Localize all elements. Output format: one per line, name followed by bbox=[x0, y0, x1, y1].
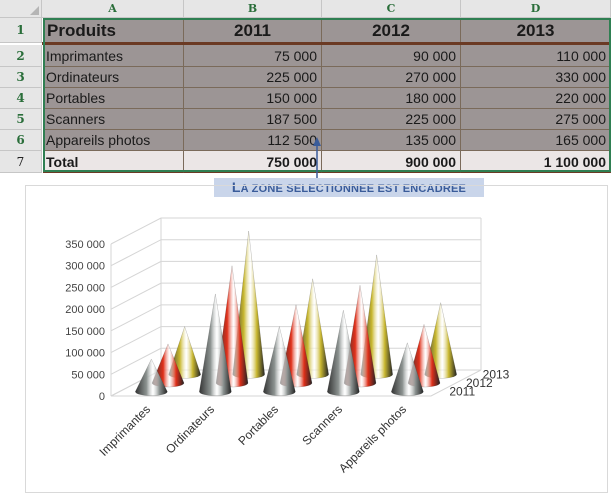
cell-b7[interactable]: 750 000 bbox=[184, 151, 322, 173]
selection-callout: LA ZONE SELECTIONNEE EST ENCADREE bbox=[214, 178, 484, 197]
x-tick-label: Imprimantes bbox=[97, 402, 154, 459]
cell-a3[interactable]: Ordinateurs bbox=[43, 67, 184, 88]
cell-c2[interactable]: 90 000 bbox=[322, 45, 461, 67]
cell-a6[interactable]: Appareils photos bbox=[43, 130, 184, 151]
cell-b4[interactable]: 150 000 bbox=[184, 88, 322, 109]
y-tick-label: 200 000 bbox=[65, 304, 105, 316]
row-header-6[interactable]: 6 bbox=[0, 130, 42, 151]
select-all-corner[interactable] bbox=[0, 0, 42, 18]
cone-appareils-photos-2011 bbox=[391, 342, 424, 396]
row-header-1[interactable]: 1 bbox=[0, 18, 42, 43]
depth-tick-label: 2013 bbox=[483, 367, 510, 381]
cell-a2[interactable]: Imprimantes bbox=[43, 45, 184, 67]
cell-d2[interactable]: 110 000 bbox=[461, 45, 611, 67]
y-tick-label: 350 000 bbox=[65, 239, 105, 251]
spreadsheet: A B C D 1 2 3 4 5 6 7 Produits 2011 2012… bbox=[0, 0, 611, 178]
y-tick-label: 250 000 bbox=[65, 282, 105, 294]
cell-b5[interactable]: 187 500 bbox=[184, 109, 322, 130]
callout-arrow-icon bbox=[313, 137, 321, 178]
cone-scanners-2011 bbox=[327, 310, 360, 396]
cell-c5[interactable]: 225 000 bbox=[322, 109, 461, 130]
callout-text: A ZONE SELECTIONNEE EST ENCADREE bbox=[240, 183, 467, 195]
x-tick-label: Ordinateurs bbox=[163, 402, 217, 456]
cone-portables-2011 bbox=[263, 326, 296, 396]
depth-tick-label: 2011 bbox=[449, 385, 475, 399]
cone-ordinateurs-2011 bbox=[199, 293, 232, 396]
column-header-b[interactable]: B bbox=[184, 0, 322, 18]
cone-imprimantes-2011 bbox=[135, 358, 168, 396]
cone-chart: 0 50 000 100 000 150 000 200 000 250 000 300 0… bbox=[65, 217, 510, 475]
x-tick-label: Portables bbox=[235, 402, 281, 448]
cell-a1[interactable]: Produits bbox=[43, 18, 184, 43]
cell-c7[interactable]: 900 000 bbox=[322, 151, 461, 173]
cell-d1[interactable]: 2013 bbox=[461, 18, 611, 43]
cell-d5[interactable]: 275 000 bbox=[461, 109, 611, 130]
chart-area[interactable]: 0 50 000 100 000 150 000 200 000 250 000 300 0… bbox=[25, 185, 608, 493]
cell-d3[interactable]: 330 000 bbox=[461, 67, 611, 88]
y-tick-label: 0 bbox=[99, 391, 105, 403]
header-bottom-border bbox=[42, 42, 611, 45]
cell-a7[interactable]: Total bbox=[43, 151, 184, 173]
cell-d6[interactable]: 165 000 bbox=[461, 130, 611, 151]
row-header-3[interactable]: 3 bbox=[0, 67, 42, 88]
select-all-triangle-icon bbox=[30, 6, 39, 15]
column-header-c[interactable]: C bbox=[322, 0, 461, 18]
cell-d4[interactable]: 220 000 bbox=[461, 88, 611, 109]
callout-initial: L bbox=[231, 179, 241, 195]
y-tick-label: 50 000 bbox=[71, 369, 105, 381]
cell-a4[interactable]: Portables bbox=[43, 88, 184, 109]
column-header-a[interactable]: A bbox=[42, 0, 184, 18]
row-header-2[interactable]: 2 bbox=[0, 45, 42, 67]
cell-b6[interactable]: 112 500 bbox=[184, 130, 322, 151]
cell-c6[interactable]: 135 000 bbox=[322, 130, 461, 151]
depth-tick-label: 2012 bbox=[466, 376, 493, 390]
y-tick-label: 100 000 bbox=[65, 348, 105, 360]
x-tick-label: Appareils photos bbox=[336, 402, 409, 475]
row-header-4[interactable]: 4 bbox=[0, 88, 42, 109]
y-tick-label: 150 000 bbox=[65, 326, 105, 338]
cell-b2[interactable]: 75 000 bbox=[184, 45, 322, 67]
row-header-5[interactable]: 5 bbox=[0, 109, 42, 130]
x-tick-label: Scanners bbox=[299, 402, 345, 448]
cell-c4[interactable]: 180 000 bbox=[322, 88, 461, 109]
y-tick-label: 300 000 bbox=[65, 261, 105, 273]
cell-b3[interactable]: 225 000 bbox=[184, 67, 322, 88]
row-header-7[interactable]: 7 bbox=[0, 151, 42, 173]
cell-c3[interactable]: 270 000 bbox=[322, 67, 461, 88]
cell-d7[interactable]: 1 100 000 bbox=[461, 151, 611, 173]
cell-a5[interactable]: Scanners bbox=[43, 109, 184, 130]
